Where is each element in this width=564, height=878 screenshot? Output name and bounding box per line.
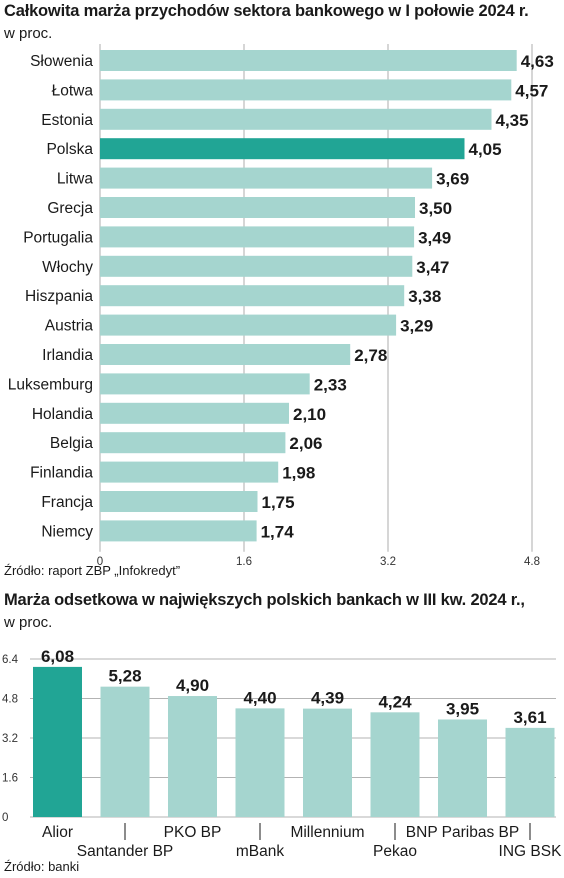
bar	[100, 226, 415, 248]
value-label: 3,69	[436, 170, 469, 189]
y-tick-label: 0	[2, 812, 8, 824]
category-label: Polska	[46, 141, 93, 158]
category-label: Millennium	[290, 824, 364, 841]
y-tick-label: 1.6	[2, 773, 18, 785]
value-label: 3,50	[419, 199, 452, 218]
bar	[100, 520, 257, 542]
category-label: Litwa	[57, 171, 94, 188]
category-label: Grecja	[47, 200, 93, 217]
value-label: 4,63	[521, 52, 554, 71]
value-label: 5,28	[108, 667, 141, 686]
x-tick-label: 0	[97, 556, 103, 568]
category-label: Belgia	[50, 435, 93, 452]
value-label: 3,61	[513, 708, 546, 727]
value-label: 2,33	[314, 375, 347, 394]
value-label: 3,38	[408, 287, 441, 306]
bar	[303, 708, 352, 817]
bar	[100, 491, 258, 512]
bar	[100, 79, 512, 101]
category-label: Słowenia	[30, 53, 93, 70]
category-label: Francja	[41, 494, 93, 511]
category-label: Finlandia	[30, 465, 93, 482]
bar	[505, 727, 555, 817]
category-label: Holandia	[32, 406, 94, 423]
bar	[100, 344, 351, 365]
chart1-source: Źródło: raport ZBP „Infokredyt”	[4, 563, 181, 578]
bar	[100, 50, 517, 71]
chart2-unit: w proc.	[4, 614, 53, 631]
category-label: Portugalia	[23, 229, 93, 246]
category-label: ING BSK	[499, 843, 563, 860]
value-label: 3,95	[446, 699, 479, 718]
value-label: 1,98	[282, 464, 315, 483]
value-label: 4,57	[515, 81, 548, 100]
value-label: 4,40	[243, 688, 276, 707]
category-label: Austria	[45, 318, 94, 335]
value-label: 1,75	[262, 493, 295, 512]
value-label: 3,29	[400, 317, 433, 336]
value-label: 2,78	[354, 346, 387, 365]
x-tick-label: 4.8	[524, 556, 540, 568]
bar	[100, 108, 492, 130]
bar	[100, 255, 413, 277]
y-tick-label: 4.8	[2, 694, 18, 706]
bar	[168, 696, 217, 817]
value-label: 4,90	[176, 676, 209, 695]
category-label: Pekao	[373, 843, 417, 860]
value-label: 6,08	[41, 647, 74, 666]
value-label: 4,39	[311, 689, 344, 708]
category-label: Estonia	[41, 112, 93, 129]
chart1-title: Całkowita marża przychodów sektora banko…	[4, 2, 529, 20]
country-margin-bar-chart: 0 1.6 3.2 4.8 Słowenia 4,63 Łotwa 4,57 Estonia 4,…	[8, 44, 554, 568]
value-label: 4,35	[496, 111, 529, 130]
value-label: 4,24	[378, 692, 412, 711]
category-label: PKO BP	[164, 824, 222, 841]
x-tick-label: 3.2	[380, 556, 396, 568]
bar	[100, 167, 433, 189]
chart2-title: Marża odsetkowa w największych polskich …	[4, 591, 525, 609]
bar	[100, 314, 397, 336]
y-tick-label: 6.4	[2, 654, 19, 666]
chart2-source: Źródło: banki	[4, 859, 80, 874]
value-label: 1,74	[261, 522, 295, 541]
bar	[100, 686, 150, 817]
category-label: Santander BP	[77, 843, 174, 860]
bar	[100, 432, 286, 454]
bar	[100, 461, 279, 483]
value-label: 3,47	[416, 258, 449, 277]
category-label: Łotwa	[52, 82, 94, 99]
category-label: BNP Paribas BP	[406, 824, 519, 841]
bar	[100, 197, 415, 218]
chart1-unit: w proc.	[4, 25, 53, 42]
category-label: Hiszpania	[25, 288, 93, 305]
bar	[100, 402, 289, 424]
bar	[100, 285, 405, 307]
x-tick-label: 1.6	[236, 556, 252, 568]
bar	[370, 712, 420, 817]
category-label: Luksemburg	[8, 376, 93, 393]
category-label: Alior	[42, 824, 73, 841]
bar	[100, 138, 465, 160]
y-tick-label: 3.2	[2, 733, 18, 745]
category-label: mBank	[236, 843, 284, 860]
bank-margin-bar-chart: 0 1.6 3.2 4.8 6.4 6,08 5,28 4,90 4,40 4,39 4,24 3,9…	[2, 647, 563, 860]
value-label: 4,05	[469, 140, 502, 159]
category-label: Niemcy	[41, 523, 93, 540]
value-label: 2,10	[293, 405, 326, 424]
bar	[438, 719, 487, 817]
bar	[100, 373, 310, 395]
value-label: 2,06	[289, 434, 322, 453]
category-label: Włochy	[42, 259, 93, 276]
bar	[33, 666, 82, 817]
bar	[235, 708, 285, 817]
category-label: Irlandia	[42, 347, 93, 364]
value-label: 3,49	[418, 228, 451, 247]
